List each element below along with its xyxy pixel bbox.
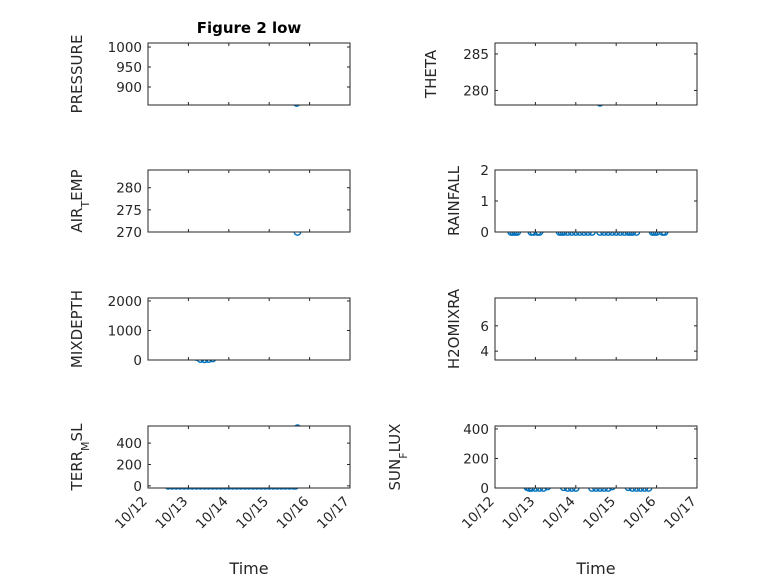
y-tick-label: 1000	[108, 40, 142, 56]
y-tick-label: 4	[480, 344, 489, 360]
y-axis-label-h2omixra: H2OMIXRA	[445, 288, 463, 369]
axis-box	[147, 425, 351, 489]
y-tick-label: 400	[116, 436, 142, 452]
y-tick-label: 1000	[108, 323, 142, 339]
y-tick-label: 0	[133, 353, 142, 369]
axis-box	[147, 297, 351, 361]
y-axis-label-terr-msl: TERRMSL	[68, 423, 92, 492]
y-tick-label: 950	[116, 60, 142, 76]
panel-mixdepth: MIXDEPTH 0 1000 2000	[68, 290, 351, 369]
axis-box	[147, 42, 351, 106]
y-tick-label: 200	[463, 451, 489, 467]
axis-box	[494, 297, 698, 361]
y-tick-label: 2000	[108, 294, 142, 310]
ylabel-subscript: F	[397, 452, 410, 458]
ylabel-rest: LUX	[386, 424, 404, 453]
y-tick-label: 270	[116, 225, 142, 241]
ylabel-subscript: T	[79, 201, 92, 209]
ylabel-subscript: M	[79, 441, 92, 451]
ylabel-rest: SL	[68, 423, 86, 442]
y-tick-label: 6	[480, 319, 489, 335]
panel-air-temp: AIRTEMP 270 275 280	[68, 169, 351, 241]
y-axis-label-theta: THETA	[422, 49, 440, 99]
y-tick-label: 200	[116, 457, 142, 473]
y-tick-label: 0	[480, 481, 489, 497]
y-axis-label-mixdepth: MIXDEPTH	[68, 290, 86, 368]
y-tick-label: 1	[480, 194, 489, 210]
y-axis-label-pressure: PRESSURE	[68, 35, 86, 114]
y-tick-label: 285	[463, 47, 489, 63]
y-axis-label-rainfall: RAINFALL	[445, 165, 463, 236]
panel-rainfall: RAINFALL 0 1 2	[445, 163, 698, 241]
axis-box	[147, 169, 351, 233]
y-axis-label-sun-flux: SUNFLUX	[386, 424, 410, 491]
y-tick-label: 280	[463, 83, 489, 99]
ylabel-main: AIR	[68, 208, 86, 233]
x-axis-label-right: Time	[575, 559, 615, 578]
panel-theta: THETA 280 285	[422, 42, 698, 107]
y-axis-label-air-temp: AIRTEMP	[68, 169, 92, 232]
x-axis-label-left: Time	[228, 559, 268, 578]
y-tick-label: 275	[116, 203, 142, 219]
panel-pressure: Figure 2 low PRESSURE 900 950 1000	[68, 19, 351, 114]
y-tick-label: 2	[480, 163, 489, 179]
figure-title: Figure 2 low	[197, 19, 302, 37]
panel-h2omixra: H2OMIXRA 4 6	[445, 288, 698, 369]
axis-box	[494, 169, 698, 233]
ylabel-main: TERR	[68, 451, 86, 492]
ylabel-main: SUN	[386, 459, 404, 491]
axis-box	[494, 42, 698, 106]
ylabel-rest: EMP	[68, 169, 86, 200]
y-tick-label: 0	[133, 479, 142, 495]
y-tick-label: 280	[116, 181, 142, 197]
y-tick-label: 900	[116, 80, 142, 96]
axis-box	[494, 425, 698, 489]
y-tick-label: 0	[480, 225, 489, 241]
y-tick-label: 400	[463, 422, 489, 438]
